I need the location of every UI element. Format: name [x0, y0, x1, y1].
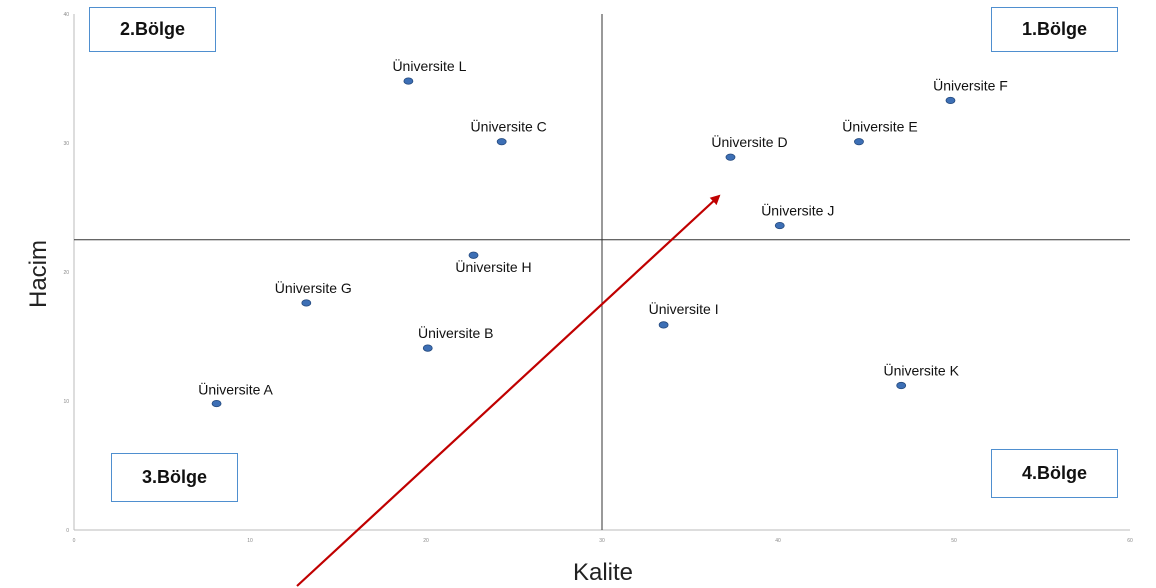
data-point-label: Üniversite E [842, 118, 917, 135]
data-point-label: Üniversite A [198, 381, 273, 398]
data-point [301, 299, 312, 307]
x-tick-label: 10 [247, 538, 253, 544]
data-point-label: Üniversite L [392, 57, 466, 74]
y-tick-label: 10 [63, 399, 69, 405]
x-tick-label: 60 [1127, 538, 1133, 544]
data-point [403, 77, 414, 85]
y-tick-label: 30 [63, 141, 69, 147]
region-1-box: 1.Bölge [991, 7, 1118, 52]
annotation-arrow [296, 194, 721, 587]
x-tick-label: 50 [951, 538, 957, 544]
data-point [211, 399, 222, 408]
y-tick-label: 0 [66, 528, 69, 534]
data-point-label: Üniversite C [471, 118, 547, 135]
data-point-label: Üniversite I [649, 300, 719, 317]
region-3-box: 3.Bölge [111, 453, 238, 502]
data-point-label: Üniversite G [275, 279, 352, 296]
data-point [725, 153, 736, 161]
region-4-box: 4.Bölge [991, 449, 1118, 498]
x-tick-label: 0 [73, 538, 76, 544]
data-point-label: Üniversite J [761, 202, 834, 219]
data-point [896, 381, 907, 390]
data-point-label: Üniversite K [883, 362, 959, 379]
data-point-label: Üniversite D [711, 133, 787, 150]
data-point-label: Üniversite F [933, 76, 1008, 93]
data-point-label: Üniversite B [418, 324, 493, 341]
data-point [422, 344, 433, 352]
x-tick-label: 20 [423, 538, 429, 544]
data-point [774, 221, 785, 230]
y-tick-label: 40 [63, 12, 69, 18]
region-2-box: 2.Bölge [89, 7, 216, 52]
data-point [945, 96, 956, 105]
x-axis-label: Kalite [573, 559, 633, 586]
data-point [468, 251, 479, 259]
data-point-label: Üniversite H [455, 258, 531, 275]
data-point [496, 138, 507, 146]
data-point [854, 138, 864, 146]
y-axis-label: Hacim [25, 240, 52, 308]
y-tick-label: 20 [63, 270, 69, 276]
data-point [658, 321, 669, 329]
x-tick-label: 40 [775, 538, 781, 544]
x-tick-label: 30 [599, 538, 605, 544]
